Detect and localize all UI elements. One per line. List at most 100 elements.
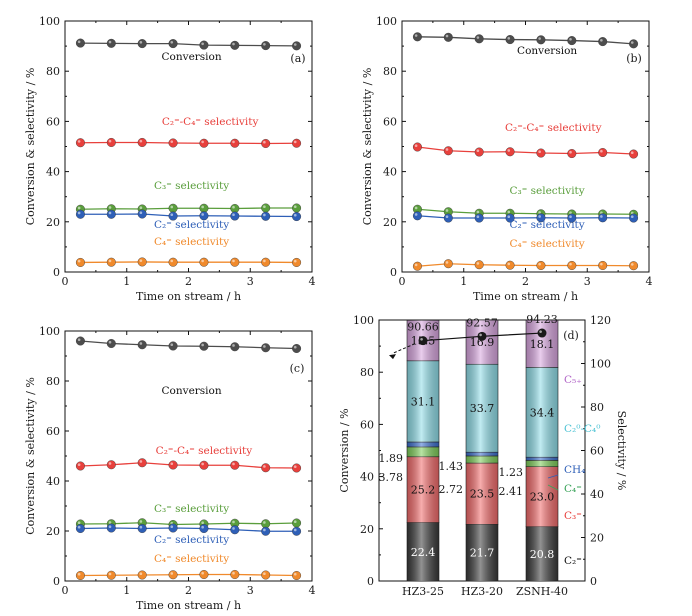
- point-highlight: [77, 259, 81, 263]
- leader-line: [547, 474, 559, 479]
- y2-tick-label: 0: [590, 575, 597, 588]
- data-point: [292, 138, 302, 148]
- x-tick-label: 0: [62, 275, 69, 288]
- point-highlight: [77, 206, 81, 210]
- point-highlight: [139, 520, 143, 523]
- x-tick-label: 3: [584, 275, 591, 288]
- point-highlight: [263, 528, 266, 532]
- bar-shine: [407, 441, 439, 447]
- data-point: [168, 460, 178, 470]
- point-highlight: [108, 462, 112, 465]
- data-point: [474, 147, 484, 157]
- point-highlight: [263, 345, 266, 348]
- point-highlight: [232, 259, 235, 263]
- point-highlight: [630, 263, 634, 266]
- point-highlight: [170, 462, 174, 466]
- y2-axis-label: Selectivity / %: [615, 411, 628, 491]
- segment-value-label: 22.4: [411, 546, 436, 559]
- data-point: [261, 526, 271, 536]
- point-highlight: [538, 211, 541, 214]
- data-point: [292, 41, 302, 51]
- segment-value-label: 16.9: [470, 336, 495, 349]
- point-highlight: [538, 150, 541, 154]
- point-highlight: [201, 462, 204, 466]
- point-highlight: [232, 140, 235, 144]
- series-line: [417, 263, 634, 267]
- point-highlight: [232, 205, 235, 209]
- series-3: C₂⁼ selectivity: [412, 211, 639, 231]
- point-highlight: [232, 520, 235, 524]
- point-highlight: [108, 40, 112, 44]
- series-label: C₂⁼ selectivity: [510, 219, 585, 231]
- point-highlight: [170, 572, 174, 575]
- point-highlight: [108, 525, 112, 528]
- point-highlight: [600, 215, 603, 218]
- y-tick-label: 40: [383, 166, 397, 179]
- x-tick-label: 4: [646, 275, 653, 288]
- segment-value-label: 23.0: [530, 491, 555, 504]
- y-tick-label: 0: [367, 575, 374, 588]
- y-axis-label: Conversion & selectivity / %: [24, 68, 37, 226]
- point-highlight: [232, 462, 235, 466]
- point-highlight: [232, 344, 235, 347]
- data-point: [443, 146, 453, 156]
- series-line: [80, 462, 297, 469]
- data-point: [199, 524, 209, 534]
- series-1: C₂⁼-C₄⁼ selectivity: [412, 122, 639, 159]
- data-point: [536, 35, 546, 45]
- bar-shine: [526, 367, 558, 458]
- point-highlight: [263, 140, 266, 144]
- data-point: [598, 148, 608, 158]
- stack-legend-label: C₅₊: [564, 374, 582, 386]
- y-tick-label: 80: [360, 366, 374, 379]
- point-highlight: [139, 40, 143, 44]
- data-point: [230, 40, 240, 50]
- plot-frame: [401, 20, 650, 273]
- point-highlight: [507, 262, 511, 266]
- data-point: [505, 147, 515, 157]
- point-highlight: [77, 521, 81, 524]
- series-label: C₃⁼ selectivity: [154, 503, 229, 515]
- point-highlight: [445, 215, 449, 219]
- y-tick-label: 20: [46, 216, 60, 229]
- bar-shine: [407, 446, 439, 457]
- point-highlight: [569, 37, 572, 41]
- point-highlight: [507, 36, 511, 40]
- data-point: [629, 213, 639, 223]
- conversion-axis-arrow: [391, 343, 416, 355]
- point-highlight: [201, 521, 204, 524]
- data-point: [230, 460, 240, 470]
- point-highlight: [108, 211, 112, 215]
- point-highlight: [445, 148, 449, 151]
- data-point: [199, 460, 209, 470]
- point-highlight: [507, 149, 511, 152]
- point-highlight: [600, 149, 603, 153]
- data-point: [292, 257, 302, 267]
- bar-shine: [407, 522, 439, 581]
- point-highlight: [414, 263, 418, 267]
- bar-shine: [407, 360, 439, 442]
- point-highlight: [201, 343, 204, 347]
- c4-value-label: 3.78: [379, 471, 404, 484]
- series-line: [80, 527, 297, 532]
- y-tick-label: 100: [376, 15, 397, 28]
- bar-shine: [526, 320, 558, 368]
- stack-legend-label: C₂⁰-C₄⁰: [564, 423, 600, 435]
- series-line: [80, 522, 297, 526]
- point-highlight: [232, 213, 235, 217]
- point-highlight: [232, 527, 235, 530]
- bar-group: 21.7 23.5 33.7 16.9 HZ3-20: [461, 319, 503, 598]
- data-point: [106, 209, 116, 219]
- data-point: [168, 341, 178, 351]
- series-line: [80, 213, 297, 218]
- point-highlight: [414, 144, 418, 148]
- data-point: [106, 339, 116, 349]
- series-label: C₂⁼-C₄⁼ selectivity: [156, 445, 253, 457]
- series-4: C₄⁼ selectivity: [412, 238, 639, 271]
- data-point: [106, 257, 116, 267]
- point-highlight: [201, 140, 204, 144]
- data-point: [106, 38, 116, 48]
- point-highlight: [476, 215, 480, 219]
- point-highlight: [232, 42, 235, 46]
- point-highlight: [170, 205, 174, 209]
